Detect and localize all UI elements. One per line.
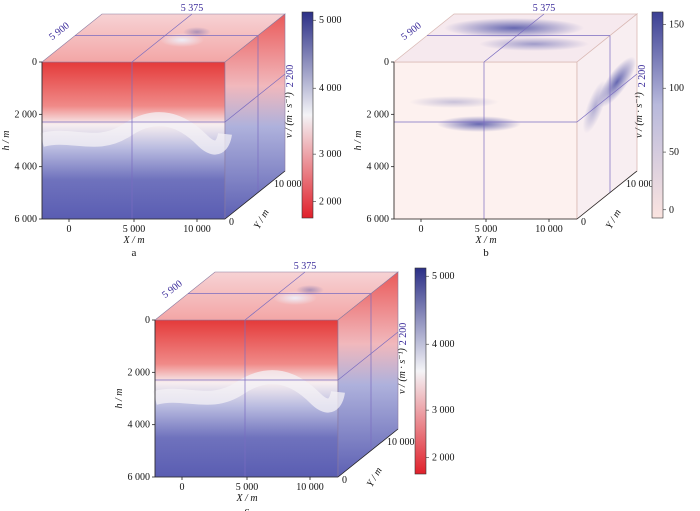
colorbar-tick-label: 4 000 xyxy=(319,83,342,94)
h-tick-label: 4 000 xyxy=(128,420,151,431)
h-tick-label: 6 000 xyxy=(15,214,38,225)
anomaly-side xyxy=(597,56,637,108)
colorbar-tick-label: 4 000 xyxy=(432,339,455,350)
colorbar-label: v / (m · s⁻¹) xyxy=(284,91,295,137)
slice-x-label: 5 375 xyxy=(533,3,556,14)
colorbar xyxy=(414,267,427,475)
slice-x-label: 5 375 xyxy=(294,261,317,272)
y-tick-label: 10 000 xyxy=(274,179,302,190)
anomaly-front-2 xyxy=(409,96,499,108)
x-tick-label: 10 000 xyxy=(296,482,324,493)
h-axis-label: h / m xyxy=(114,389,125,409)
panel-caption: a xyxy=(132,247,137,259)
anomaly-top xyxy=(444,18,584,38)
colorbar xyxy=(651,11,664,219)
slice-x-label: 5 375 xyxy=(181,3,204,14)
y-axis-line xyxy=(337,428,399,478)
y-axis-line xyxy=(576,170,638,220)
h-tick-label: 6 000 xyxy=(128,472,151,483)
panel-caption: b xyxy=(483,247,489,259)
slice-h-label: 2 200 xyxy=(285,65,296,88)
h-tick-label: 0 xyxy=(384,57,389,68)
panel-c: 5 375 5 900 2 200 0 2 000 4 000 6 000 h / m 0 5 0… xyxy=(114,261,455,511)
panel-a: 5 375 5 900 2 200 0 2 000 4 000 6 000 h / m 0 5 0… xyxy=(1,3,342,259)
x-tick-label: 0 xyxy=(180,482,185,493)
h-tick-label: 4 000 xyxy=(15,162,38,173)
colorbar-tick-label: 3 000 xyxy=(432,405,455,416)
slice-y-label: 5 900 xyxy=(399,20,424,43)
slice-h-label: 2 200 xyxy=(398,323,409,346)
x-tick-label: 0 xyxy=(419,224,424,235)
transition-band xyxy=(40,112,232,155)
y-tick-label: 10 000 xyxy=(387,437,415,448)
y-tick-label: 0 xyxy=(229,217,234,228)
h-tick-label: 0 xyxy=(145,315,150,326)
transition-band xyxy=(153,370,345,413)
y-axis-label: Y / m xyxy=(604,208,624,231)
colorbar-tick-label: 5 000 xyxy=(319,15,342,26)
x-tick-label: 10 000 xyxy=(535,224,563,235)
h-tick-label: 2 000 xyxy=(15,109,38,120)
colorbar-tick-label: 50 xyxy=(669,147,679,158)
top-anomaly-2 xyxy=(183,27,211,37)
y-tick-label: 0 xyxy=(581,217,586,228)
x-tick-label: 5 000 xyxy=(475,224,498,235)
x-axis-label: X / m xyxy=(474,235,496,246)
y-axis-label: Y / m xyxy=(252,208,272,231)
panel-caption: c xyxy=(245,505,250,511)
x-axis-label: X / m xyxy=(235,493,257,504)
colorbar-tick-label: 2 000 xyxy=(319,197,342,208)
h-axis-label: h / m xyxy=(353,131,364,151)
slice-h-side-line xyxy=(576,73,638,123)
front-face xyxy=(393,61,578,220)
slice-y-label: 5 900 xyxy=(47,20,72,43)
x-tick-label: 0 xyxy=(67,224,72,235)
h-tick-label: 2 000 xyxy=(128,367,151,378)
y-axis-line xyxy=(224,170,286,220)
h-tick-label: 0 xyxy=(32,57,37,68)
y-tick-label: 10 000 xyxy=(626,179,654,190)
anomaly-front xyxy=(437,116,521,132)
slice-h-side-line xyxy=(224,73,286,123)
y-axis-label: Y / m xyxy=(365,466,385,489)
colorbar-tick-label: 0 xyxy=(669,205,674,216)
colorbar-label: v / (m · s⁻¹) xyxy=(634,91,645,137)
colorbar xyxy=(301,11,314,219)
slice-x-top-line xyxy=(483,13,545,63)
h-tick-label: 6 000 xyxy=(367,214,390,225)
slice-x-top-line xyxy=(131,13,193,63)
slice-h-side-line xyxy=(337,331,399,381)
h-axis-label: h / m xyxy=(1,131,12,151)
slice-x-top-line xyxy=(244,271,306,321)
y-tick-label: 0 xyxy=(342,475,347,486)
colorbar-tick-label: 2 000 xyxy=(432,453,455,464)
top-anomaly-2 xyxy=(296,285,324,295)
x-axis-label: X / m xyxy=(122,235,144,246)
colorbar-tick-label: 150 xyxy=(669,19,684,30)
colorbar-tick-label: 5 000 xyxy=(432,271,455,282)
anomaly-top-2 xyxy=(479,37,589,51)
colorbar-tick-label: 100 xyxy=(669,83,684,94)
panel-b: 5 375 5 900 2 200 0 2 000 4 000 6 000 h / m 0 5 0… xyxy=(353,3,684,259)
h-tick-label: 2 000 xyxy=(367,109,390,120)
anomaly-side-2 xyxy=(582,80,608,134)
slice-h-label: 2 200 xyxy=(637,65,648,88)
colorbar-tick-label: 3 000 xyxy=(319,149,342,160)
h-tick-label: 4 000 xyxy=(367,162,390,173)
slice-y-label: 5 900 xyxy=(160,278,185,301)
x-tick-label: 5 000 xyxy=(123,224,146,235)
colorbar-label: v / (m · s⁻¹) xyxy=(397,347,408,393)
x-tick-label: 5 000 xyxy=(236,482,259,493)
x-tick-label: 10 000 xyxy=(183,224,211,235)
